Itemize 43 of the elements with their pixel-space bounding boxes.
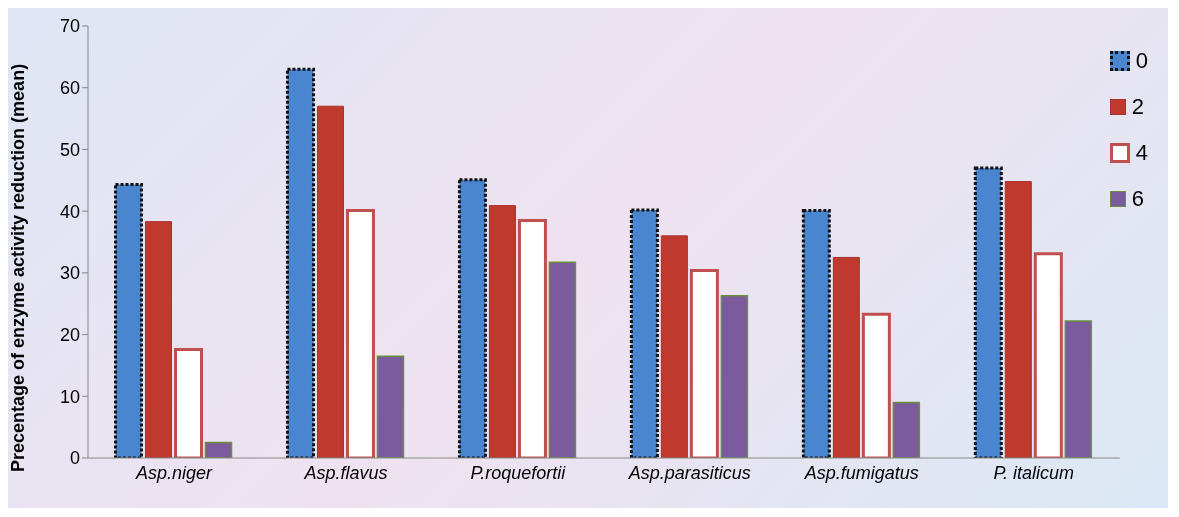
bar: [457, 178, 487, 458]
x-tick-label: Asp.flavus: [303, 462, 388, 483]
bar: [1004, 181, 1032, 458]
y-tick-label: 0: [69, 448, 80, 469]
bar: [285, 67, 315, 458]
y-tick-label: 10: [59, 386, 80, 407]
bar: [832, 256, 860, 458]
bar: [488, 205, 516, 458]
bar: [174, 347, 204, 458]
bar: [1064, 320, 1093, 458]
x-tick-label: P.roquefortii: [470, 462, 567, 483]
bar: [145, 221, 173, 458]
bar: [660, 235, 688, 458]
bar: [861, 312, 891, 458]
y-axis-title: Precentage of enzyme activity reduction (mean): [8, 63, 29, 472]
bar: [1033, 252, 1063, 458]
legend-label: 4: [1135, 139, 1148, 167]
legend-label: 2: [1131, 93, 1144, 121]
x-tick-label: P. italicum: [993, 462, 1075, 483]
bar: [801, 209, 831, 458]
y-tick-label: 70: [59, 16, 80, 37]
y-tick-label: 20: [59, 324, 80, 345]
x-tick-label: Asp.niger: [134, 462, 213, 483]
bar: [316, 105, 344, 458]
y-tick-label: 30: [59, 263, 80, 284]
bar: [517, 218, 547, 458]
y-tick-label: 50: [59, 139, 80, 160]
bar: [629, 208, 659, 458]
x-tick-label: Asp.fumigatus: [803, 462, 919, 483]
legend-label: 6: [1131, 185, 1144, 213]
y-tick-label: 40: [59, 201, 80, 222]
x-tick-label: Asp.parasiticus: [627, 462, 751, 483]
bar: [204, 441, 233, 458]
bar: [376, 355, 405, 458]
bar: [689, 268, 719, 458]
bar: [973, 166, 1003, 458]
bar: [892, 401, 921, 458]
legend-label: 0: [1135, 47, 1148, 75]
bar: [114, 183, 144, 458]
bar: [345, 209, 375, 458]
y-tick-label: 60: [59, 78, 80, 99]
bar: [720, 294, 749, 458]
bar: [548, 261, 577, 458]
